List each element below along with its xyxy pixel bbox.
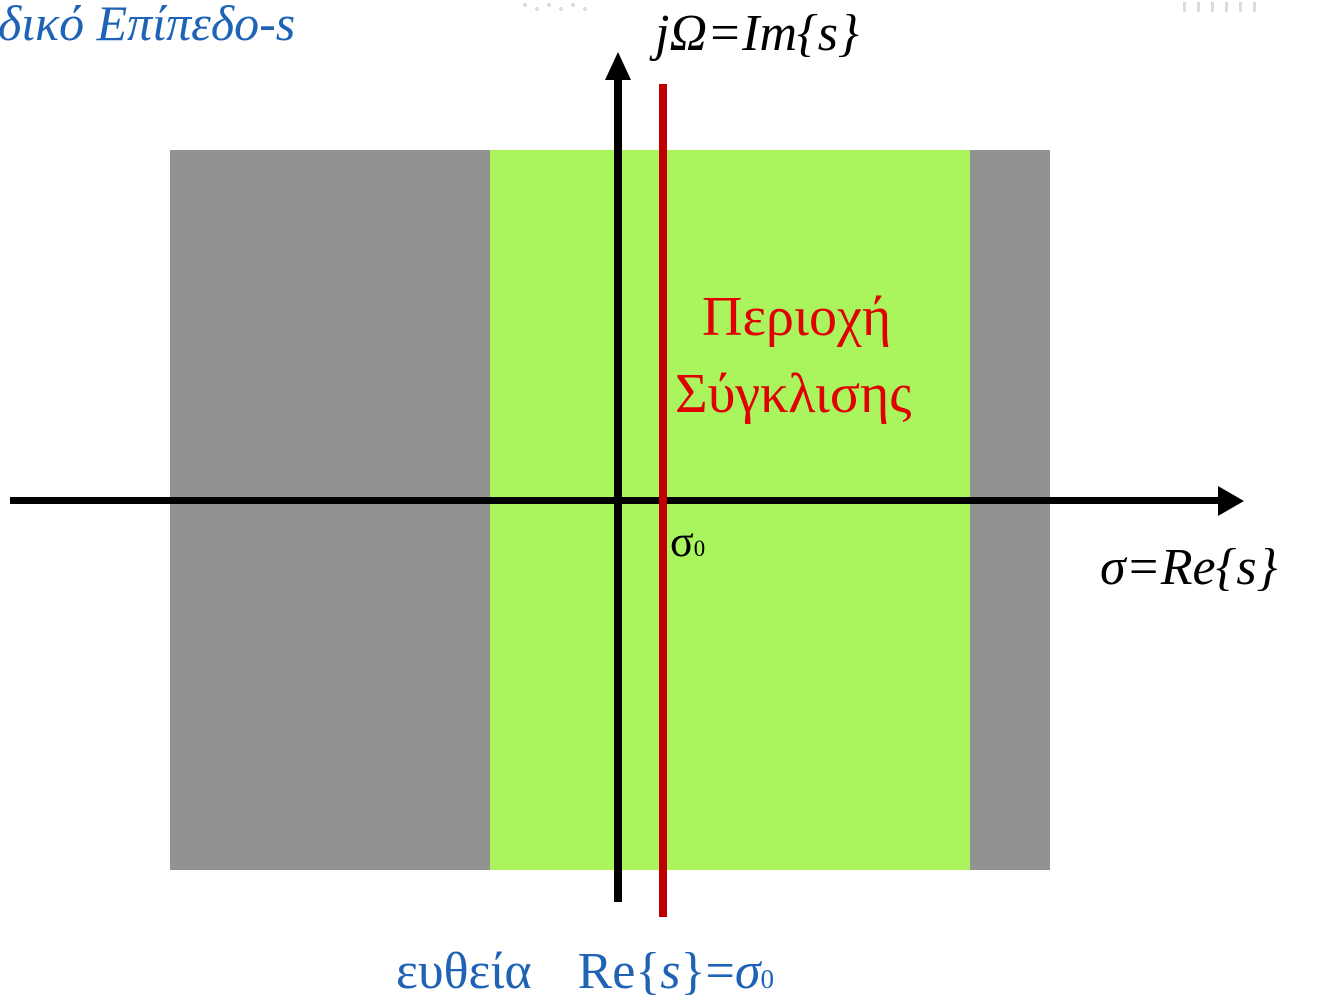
roc-label-line2: Σύγκλισης xyxy=(675,363,912,425)
plane-title: δικό Επίπεδο-s xyxy=(0,0,296,51)
watermark-decoration-left xyxy=(523,3,587,11)
line-caption-re-close: }= xyxy=(680,943,735,1000)
line-caption-sigma: σ xyxy=(734,943,761,1000)
sigma0-vertical-line xyxy=(659,84,667,917)
region-of-convergence xyxy=(490,150,970,870)
line-caption-variable: s xyxy=(660,943,681,1000)
line-caption-re-open: Re{ xyxy=(577,943,661,1000)
line-caption-word: ευθεία xyxy=(396,943,532,1000)
roc-label-line1: Περιοχή xyxy=(702,286,892,348)
imaginary-axis-label: jΩ=Im{s} xyxy=(655,5,859,62)
sigma0-symbol: σ xyxy=(670,517,694,566)
divergence-region-right xyxy=(970,150,1050,870)
real-axis-arrowhead xyxy=(1218,486,1244,516)
sigma0-label: σ0 xyxy=(670,516,705,567)
divergence-region-left xyxy=(170,150,490,870)
line-caption: ευθεία Re{s}=σ0 xyxy=(396,942,774,1001)
watermark-decoration-right xyxy=(1183,2,1256,12)
line-caption-subscript: 0 xyxy=(760,964,775,994)
imaginary-axis xyxy=(614,76,622,902)
imaginary-axis-arrowhead xyxy=(605,52,631,80)
sigma0-subscript: 0 xyxy=(693,536,706,561)
real-axis-label: σ=Re{s} xyxy=(1100,539,1278,596)
